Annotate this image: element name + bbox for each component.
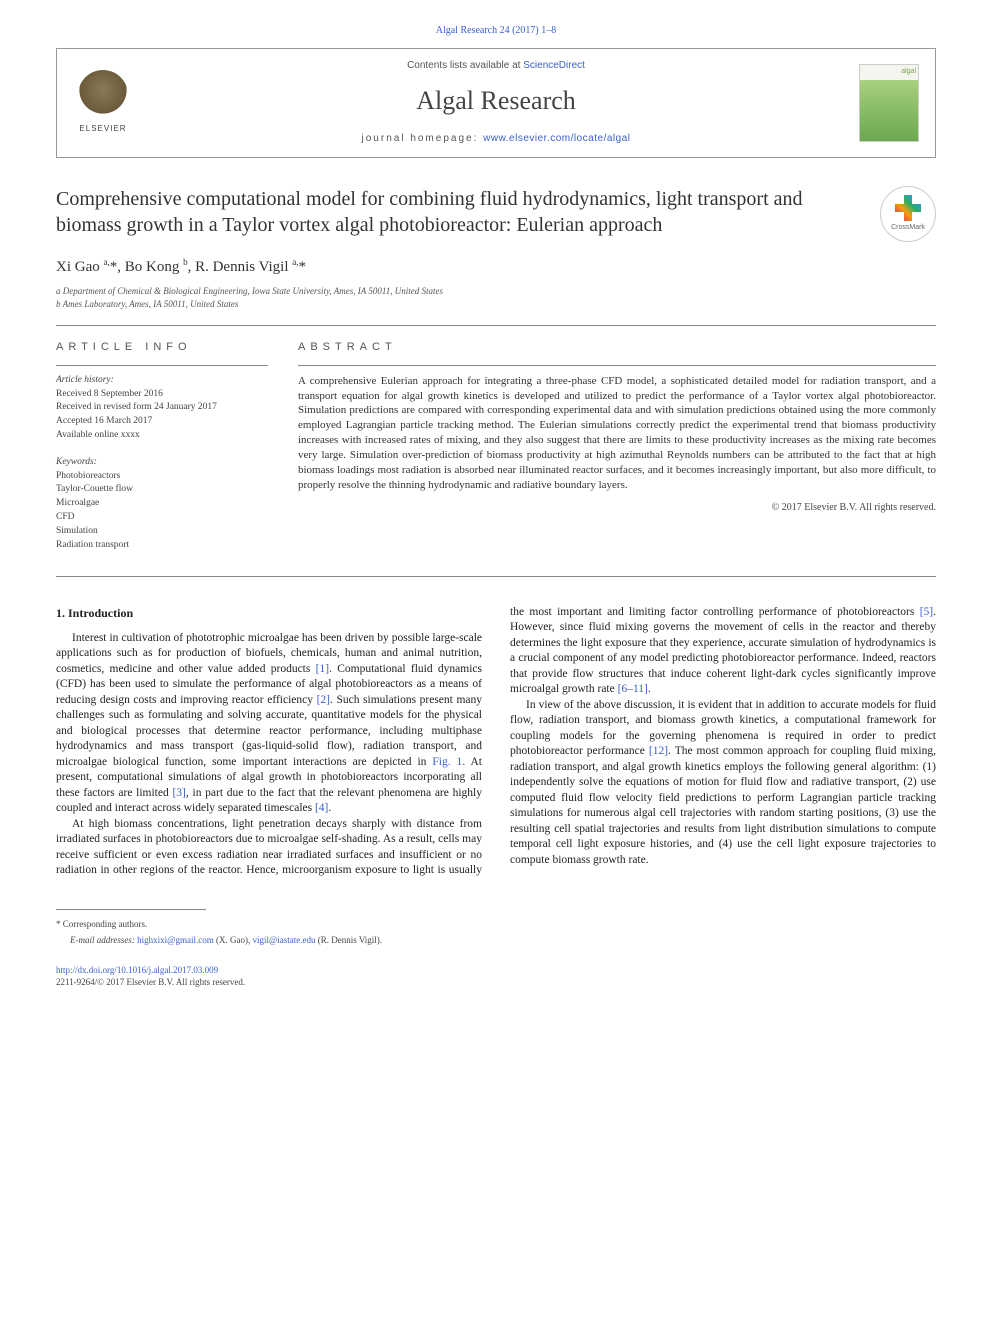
introduction-heading: 1. Introduction — [56, 605, 482, 621]
fig-1-link[interactable]: Fig. 1 — [432, 756, 462, 768]
homepage-prefix: journal homepage: — [362, 133, 484, 144]
crossmark-icon — [895, 195, 921, 221]
crossmark-label: CrossMark — [891, 223, 925, 232]
keywords-block: Keywords: Photobioreactors Taylor-Couett… — [56, 456, 268, 552]
history-accepted: Accepted 16 March 2017 — [56, 415, 268, 428]
body-paragraph-3: In view of the above discussion, it is e… — [510, 698, 936, 869]
affiliation-a: a Department of Chemical & Biological En… — [56, 285, 936, 298]
abstract-copyright: © 2017 Elsevier B.V. All rights reserved… — [298, 501, 936, 515]
journal-name: Algal Research — [133, 83, 859, 118]
abstract-divider — [298, 365, 936, 366]
ref-5[interactable]: [5] — [920, 606, 933, 618]
citation-line: Algal Research 24 (2017) 1–8 — [56, 24, 936, 38]
elsevier-tree-icon — [78, 70, 128, 120]
info-abstract-row: article info Article history: Received 8… — [56, 340, 936, 566]
affiliation-b: b Ames Laboratory, Ames, IA 50011, Unite… — [56, 298, 936, 311]
authors-line: Xi Gao a,*, Bo Kong b, R. Dennis Vigil a… — [56, 256, 936, 277]
cover-label: algal — [901, 68, 916, 75]
crossmark-badge[interactable]: CrossMark — [880, 186, 936, 242]
article-info-head: article info — [56, 340, 268, 355]
journal-cover-thumbnail: algal — [859, 64, 919, 142]
affiliations: a Department of Chemical & Biological En… — [56, 285, 936, 311]
title-block: Comprehensive computational model for co… — [56, 186, 936, 238]
keyword: Radiation transport — [56, 539, 268, 552]
abstract-text: A comprehensive Eulerian approach for in… — [298, 374, 936, 493]
email-line: E-mail addresses: highxixi@gmail.com (X.… — [56, 934, 936, 946]
journal-header: ELSEVIER Contents lists available at Sci… — [56, 48, 936, 158]
info-divider — [56, 365, 268, 366]
history-received: Received 8 September 2016 — [56, 388, 268, 401]
history-online: Available online xxxx — [56, 429, 268, 442]
ref-6-11[interactable]: [6–11] — [618, 683, 648, 695]
divider-top — [56, 325, 936, 326]
keyword: Simulation — [56, 525, 268, 538]
history-label: Article history: — [56, 374, 268, 387]
ref-2[interactable]: [2] — [317, 694, 330, 706]
history-block: Article history: Received 8 September 20… — [56, 374, 268, 442]
citation-link[interactable]: Algal Research 24 (2017) 1–8 — [436, 25, 557, 36]
keywords-label: Keywords: — [56, 456, 268, 469]
abstract-head: abstract — [298, 340, 936, 355]
divider-bottom — [56, 576, 936, 577]
ref-1[interactable]: [1] — [316, 663, 329, 675]
body-text: 1. Introduction Interest in cultivation … — [56, 605, 936, 879]
ref-3[interactable]: [3] — [172, 787, 185, 799]
footer: * Corresponding authors. E-mail addresse… — [56, 903, 936, 989]
body-paragraph-1: Interest in cultivation of phototrophic … — [56, 631, 482, 817]
article-info-column: article info Article history: Received 8… — [56, 340, 268, 566]
abstract-column: abstract A comprehensive Eulerian approa… — [298, 340, 936, 566]
doi-block: http://dx.doi.org/10.1016/j.algal.2017.0… — [56, 964, 936, 988]
footnote-rule — [56, 909, 206, 910]
sciencedirect-link[interactable]: ScienceDirect — [523, 60, 585, 71]
email-label: E-mail addresses: — [70, 935, 137, 945]
contents-line: Contents lists available at ScienceDirec… — [133, 59, 859, 73]
homepage-line: journal homepage: www.elsevier.com/locat… — [133, 132, 859, 146]
keyword: Taylor-Couette flow — [56, 483, 268, 496]
keyword: Microalgae — [56, 497, 268, 510]
homepage-link[interactable]: www.elsevier.com/locate/algal — [483, 133, 630, 144]
issn-line: 2211-9264/© 2017 Elsevier B.V. All right… — [56, 977, 245, 987]
email-1[interactable]: highxixi@gmail.com — [137, 935, 214, 945]
header-center: Contents lists available at ScienceDirec… — [133, 59, 859, 145]
email-2[interactable]: vigil@iastate.edu — [252, 935, 315, 945]
elsevier-logo: ELSEVIER — [73, 68, 133, 138]
ref-4[interactable]: [4] — [315, 802, 328, 814]
keyword: Photobioreactors — [56, 470, 268, 483]
doi-link[interactable]: http://dx.doi.org/10.1016/j.algal.2017.0… — [56, 965, 218, 975]
keyword: CFD — [56, 511, 268, 524]
history-revised: Received in revised form 24 January 2017 — [56, 401, 268, 414]
ref-12[interactable]: [12] — [649, 745, 668, 757]
article-title: Comprehensive computational model for co… — [56, 186, 936, 238]
contents-prefix: Contents lists available at — [407, 60, 523, 71]
corresponding-note: * Corresponding authors. — [56, 918, 936, 930]
elsevier-label: ELSEVIER — [79, 124, 126, 135]
